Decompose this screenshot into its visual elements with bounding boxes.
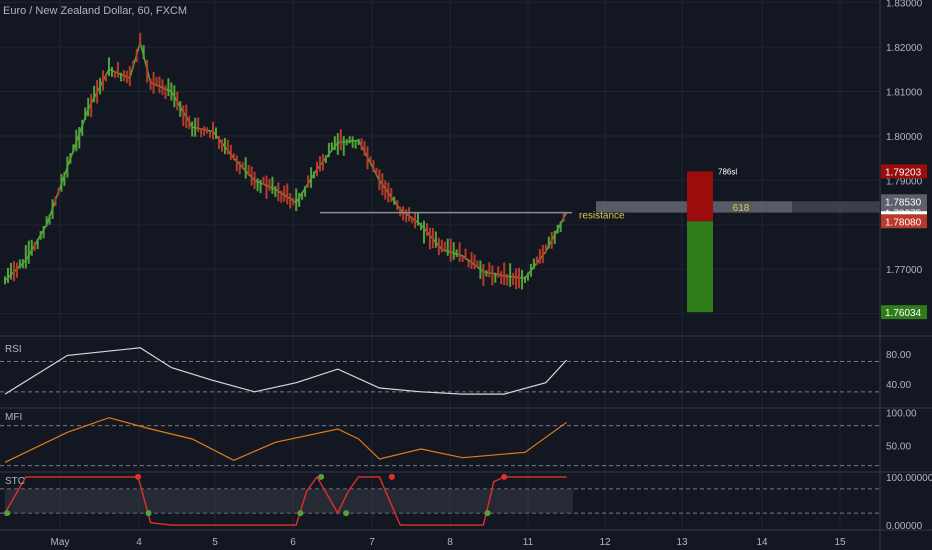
rsi-pane[interactable]: RSI [0, 344, 880, 395]
target-zone [687, 221, 713, 313]
stc-band [5, 488, 573, 514]
mfi-label: MFI [5, 412, 22, 423]
mfi-tick-label: 50.00 [886, 442, 911, 453]
price-marker-label: 1.79203 [885, 167, 922, 178]
price-marker-badge [881, 194, 927, 209]
rsi-label: RSI [5, 344, 22, 355]
resistance-label: resistance [579, 211, 625, 222]
stc-signal-dot [343, 510, 350, 517]
stc-signal-dot [297, 510, 304, 517]
price-tick-label: 1.80000 [886, 132, 923, 143]
price-marker-label: 1.78530 [885, 197, 922, 208]
fib-618-label: 618 [733, 203, 750, 214]
chart-title: Euro / New Zealand Dollar, 60, FXCM [3, 5, 187, 17]
rsi-tick-label: 80.00 [886, 350, 911, 361]
stc-signal-dot [135, 473, 142, 480]
candles [4, 32, 565, 290]
price-marker-badge [881, 214, 927, 229]
mfi-pane[interactable]: MFI [0, 412, 880, 467]
grid-lines [0, 0, 880, 529]
price-marker-badge [881, 164, 927, 179]
time-tick-label: 11 [523, 537, 534, 548]
price-axis[interactable]: 1.83000 1.82000 1.81000 1.80000 1.79000 1.770… [881, 0, 932, 532]
price-tick-label: 1.81000 [886, 88, 923, 99]
stc-signal-dot [484, 510, 491, 517]
stc-tick-label: 100.00000 [886, 473, 932, 484]
time-tick-label: 13 [676, 537, 688, 548]
rsi-line [4, 347, 568, 395]
price-marker-label: 1.78080 [885, 217, 922, 228]
stc-pane[interactable]: STC [0, 473, 880, 526]
stc-signal-dot [388, 473, 395, 480]
stc-tick-label: 0.00000 [886, 521, 923, 532]
stop-loss-label: 786sl [718, 167, 737, 176]
rsi-tick-label: 40.00 [886, 380, 911, 391]
time-tick-label: 14 [756, 537, 768, 548]
price-tick-label: 1.77000 [886, 265, 923, 276]
time-axis[interactable]: May 4 5 6 7 8 11 12 13 14 15 [51, 537, 846, 548]
price-pane[interactable]: resistance 618 786sl [4, 32, 880, 313]
time-tick-label: May [51, 537, 70, 548]
time-tick-label: 7 [369, 537, 375, 548]
price-marker-badge [881, 305, 927, 320]
annotation-zones [596, 171, 880, 313]
time-tick-label: 12 [599, 537, 611, 548]
mfi-tick-label: 100.00 [886, 408, 917, 419]
stop-loss-zone [687, 171, 713, 222]
stc-signal-dot [318, 473, 325, 480]
price-tick-label: 1.83000 [886, 0, 923, 10]
time-tick-label: 15 [834, 537, 846, 548]
price-marker-label: 1.76034 [885, 308, 922, 319]
stc-signal-dot [501, 473, 508, 480]
price-tick-label: 1.79000 [886, 176, 923, 187]
fib-618-zone [596, 201, 880, 213]
stc-signal-dot [4, 510, 11, 517]
time-tick-label: 5 [212, 537, 218, 548]
time-tick-label: 4 [136, 537, 142, 548]
price-tick-label: 1.82000 [886, 43, 923, 54]
stc-signal-dot [145, 510, 152, 517]
mfi-line [4, 417, 567, 463]
stc-label: STC [5, 476, 25, 487]
time-tick-label: 6 [290, 537, 296, 548]
time-tick-label: 8 [447, 537, 453, 548]
